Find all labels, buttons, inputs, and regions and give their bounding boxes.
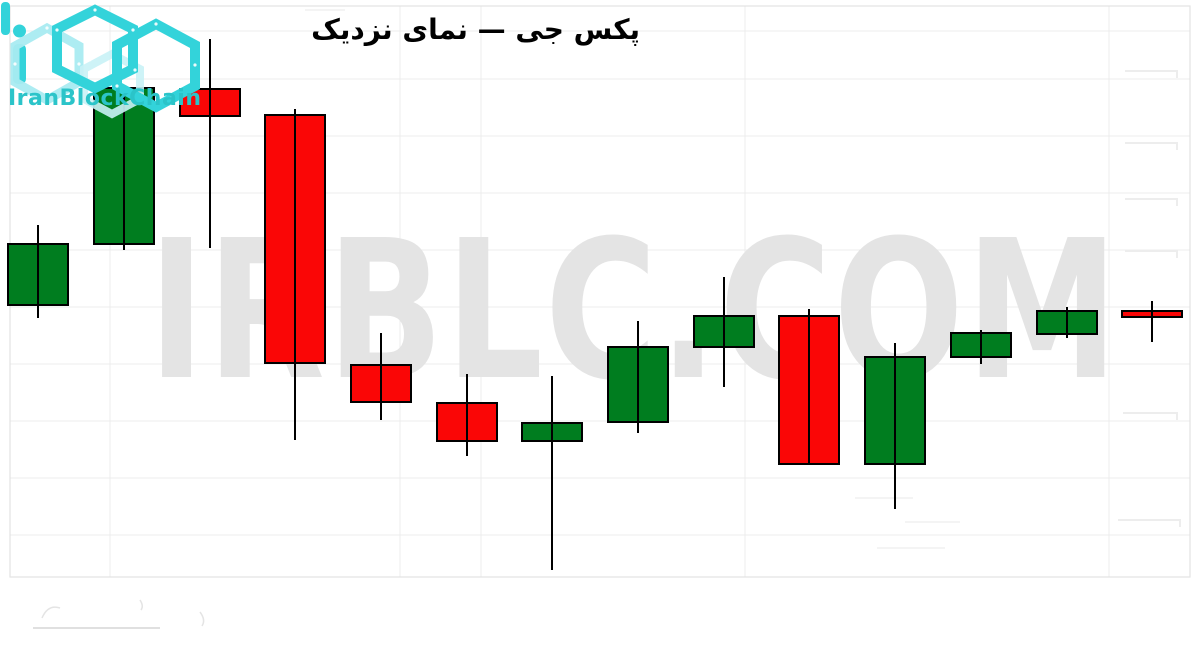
chart-title: پکس جی — نمای نزدیک: [311, 13, 640, 46]
logo-hexagon-teal-right: [112, 18, 200, 113]
faded-label-ghost: [1118, 519, 1181, 527]
logo-corner-bar: [1, 2, 10, 35]
iranblockchain-logo: IranBlockChain: [0, 0, 220, 130]
candle-10-down: [778, 309, 840, 465]
logo-i-dot: [13, 24, 26, 38]
faded-tick-label-ghost: [139, 599, 144, 611]
faded-label-ghost: [1125, 250, 1178, 258]
candle-12-up: [950, 330, 1012, 364]
logo-hexagon-lighter: [80, 49, 144, 119]
faded-label-ghost: [1123, 412, 1178, 420]
candle-6-down: [436, 374, 498, 456]
logo-network-dots: [13, 8, 197, 102]
candle-8-up: [607, 321, 669, 433]
faded-label-ghost: [1125, 198, 1178, 206]
candle-4-down: [264, 109, 326, 440]
candle-14-down: [1121, 301, 1183, 342]
candle-13-up: [1036, 307, 1098, 338]
faded-tick-label-ghost: [199, 611, 205, 627]
logo-wordmark: IranBlockChain: [8, 86, 202, 111]
candle-3-down: [179, 39, 241, 248]
candle-5-down: [350, 333, 412, 420]
faded-label-ghost: [1125, 70, 1178, 78]
hexagon-blockchain-icon: [1, 2, 200, 119]
candle-9-up: [693, 277, 755, 387]
candle-1-up: [7, 225, 69, 318]
candle-11-up: [864, 343, 926, 509]
faded-tick-label-ghost: [41, 606, 61, 619]
candle-7-up: [521, 376, 583, 570]
faded-label-ghost: [1125, 142, 1178, 150]
